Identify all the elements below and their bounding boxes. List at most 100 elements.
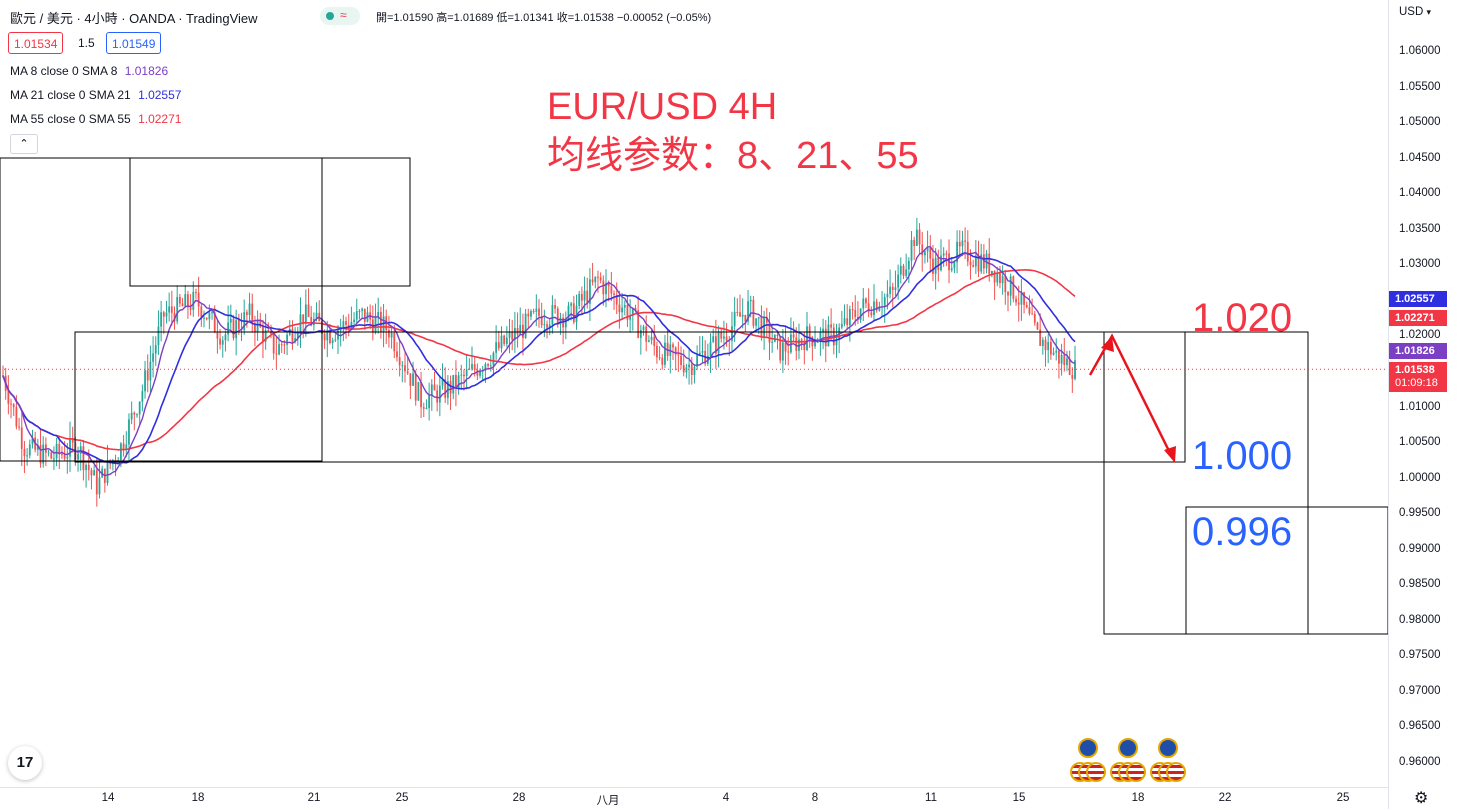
candle-body	[200, 306, 203, 319]
settings-gear-icon[interactable]: ⚙	[1414, 790, 1429, 807]
candle-body	[85, 464, 87, 471]
candle-body	[264, 330, 267, 342]
candle-body	[680, 355, 682, 366]
candle-body	[956, 241, 958, 263]
candle-body	[556, 308, 559, 325]
candle-body	[296, 332, 299, 339]
chevron-down-icon: ▾	[1426, 7, 1432, 17]
indicator-ma55[interactable]: MA 55 close 0 SMA 55 1.02271	[10, 112, 181, 126]
candle-body	[873, 301, 875, 316]
candle-body	[736, 311, 739, 313]
event-flag-group[interactable]	[1110, 738, 1146, 784]
candle-body	[739, 312, 741, 317]
symbol-title[interactable]: 歐元 / 美元 · 4小時 · OANDA · TradingView	[10, 11, 258, 26]
candle-body	[390, 332, 393, 338]
candle-body	[82, 446, 85, 471]
candle-body	[165, 312, 168, 317]
price-tick-label: 1.05500	[1399, 80, 1441, 93]
price-tick-label: 1.00500	[1399, 436, 1441, 449]
eu-flag-icon	[1078, 738, 1098, 758]
candle-body	[393, 332, 396, 352]
candle-body	[69, 438, 71, 457]
candle-body	[765, 317, 768, 323]
last-price-tag: 1.01538 01:09:18	[1389, 362, 1447, 392]
candle-body	[733, 311, 736, 327]
tradingview-logo-icon[interactable]: 17	[8, 746, 42, 780]
candle-body	[712, 336, 715, 342]
price-tick-label: 1.03500	[1399, 222, 1441, 235]
projection-box	[1185, 506, 1388, 635]
candle-body	[176, 296, 179, 322]
candle-body	[602, 280, 605, 295]
candle-body	[511, 331, 514, 341]
candle-body	[999, 273, 1001, 283]
indicator-ma8[interactable]: MA 8 close 0 SMA 8 1.01826	[10, 64, 168, 78]
currency-selector[interactable]: USD ▾	[1399, 6, 1432, 18]
candle-body	[245, 312, 248, 316]
candle-body	[211, 312, 213, 314]
buy-price-button[interactable]: 1.01549	[106, 32, 162, 54]
time-tick-label: 11	[925, 792, 937, 804]
candle-body	[891, 286, 894, 291]
arrowhead-down	[1164, 446, 1176, 463]
candle-body	[433, 384, 436, 391]
candle-body	[934, 257, 937, 274]
indicator-value: 1.02271	[138, 112, 182, 126]
price-tick-label: 0.98000	[1399, 613, 1441, 626]
event-flag-group[interactable]	[1150, 738, 1186, 784]
candle-body	[192, 291, 195, 310]
candle-body	[626, 304, 629, 320]
candle-body	[401, 365, 404, 367]
candle-body	[455, 374, 457, 389]
candle-body	[487, 364, 489, 366]
sell-price-button[interactable]: 1.01534	[8, 32, 64, 54]
candle-body	[980, 254, 983, 272]
time-tick-label: 15	[1012, 792, 1026, 804]
ohlc-readout: 開=1.01590 高=1.01689 低=1.01341 收=1.01538 …	[376, 12, 712, 24]
candle-body	[203, 317, 205, 319]
collapse-legend-button[interactable]: ⌃	[10, 134, 38, 154]
candle-body	[835, 339, 838, 346]
candle-body	[618, 304, 621, 313]
candle-body	[937, 257, 940, 271]
candle-body	[964, 240, 967, 242]
annotation-title: EUR/USD 4H	[547, 86, 778, 128]
candle-body	[945, 253, 948, 255]
candle-body	[918, 229, 921, 245]
candle-body	[572, 303, 575, 323]
candle-body	[425, 408, 428, 410]
candle-body	[942, 253, 945, 256]
time-axis[interactable]: 14 18 21 25 28 八月 4 8 11 15 18 22 25	[0, 787, 1388, 810]
event-flag-group[interactable]	[1070, 738, 1106, 784]
status-dot-icon	[326, 12, 334, 20]
annotation-subtitle: 均线参数：8、21、55	[547, 135, 919, 177]
time-tick-label: 4	[722, 792, 730, 804]
price-chart[interactable]	[0, 0, 1388, 787]
candle-body	[591, 279, 594, 283]
candle-body	[921, 244, 924, 256]
time-tick-label: 18	[1131, 792, 1145, 804]
candle-body	[790, 334, 792, 353]
candle-body	[1023, 292, 1025, 305]
candle-body	[275, 353, 278, 355]
candle-body	[219, 338, 221, 345]
candle-body	[744, 314, 747, 322]
indicator-ma21[interactable]: MA 21 close 0 SMA 21 1.02557	[10, 88, 181, 102]
candle-body	[607, 282, 610, 287]
candle-body	[580, 293, 583, 301]
candle-body	[929, 247, 932, 259]
candle-body	[106, 460, 109, 484]
time-tick-label: 14	[101, 792, 115, 804]
candle-body	[452, 374, 455, 394]
candle-body	[623, 304, 626, 308]
candle-body	[133, 412, 136, 415]
price-tick-label: 1.04500	[1399, 151, 1441, 164]
candle-body	[53, 458, 55, 460]
candle-body	[878, 307, 881, 311]
candle-body	[128, 419, 130, 445]
zone-box	[129, 157, 411, 287]
price-axis[interactable]: USD ▾ 1.06000 1.05500 1.05000 1.04500 1.0400…	[1388, 0, 1458, 809]
candle-body	[18, 426, 20, 428]
candle-body	[457, 375, 460, 389]
indicator-toggle-button[interactable]: ≈	[320, 7, 360, 25]
